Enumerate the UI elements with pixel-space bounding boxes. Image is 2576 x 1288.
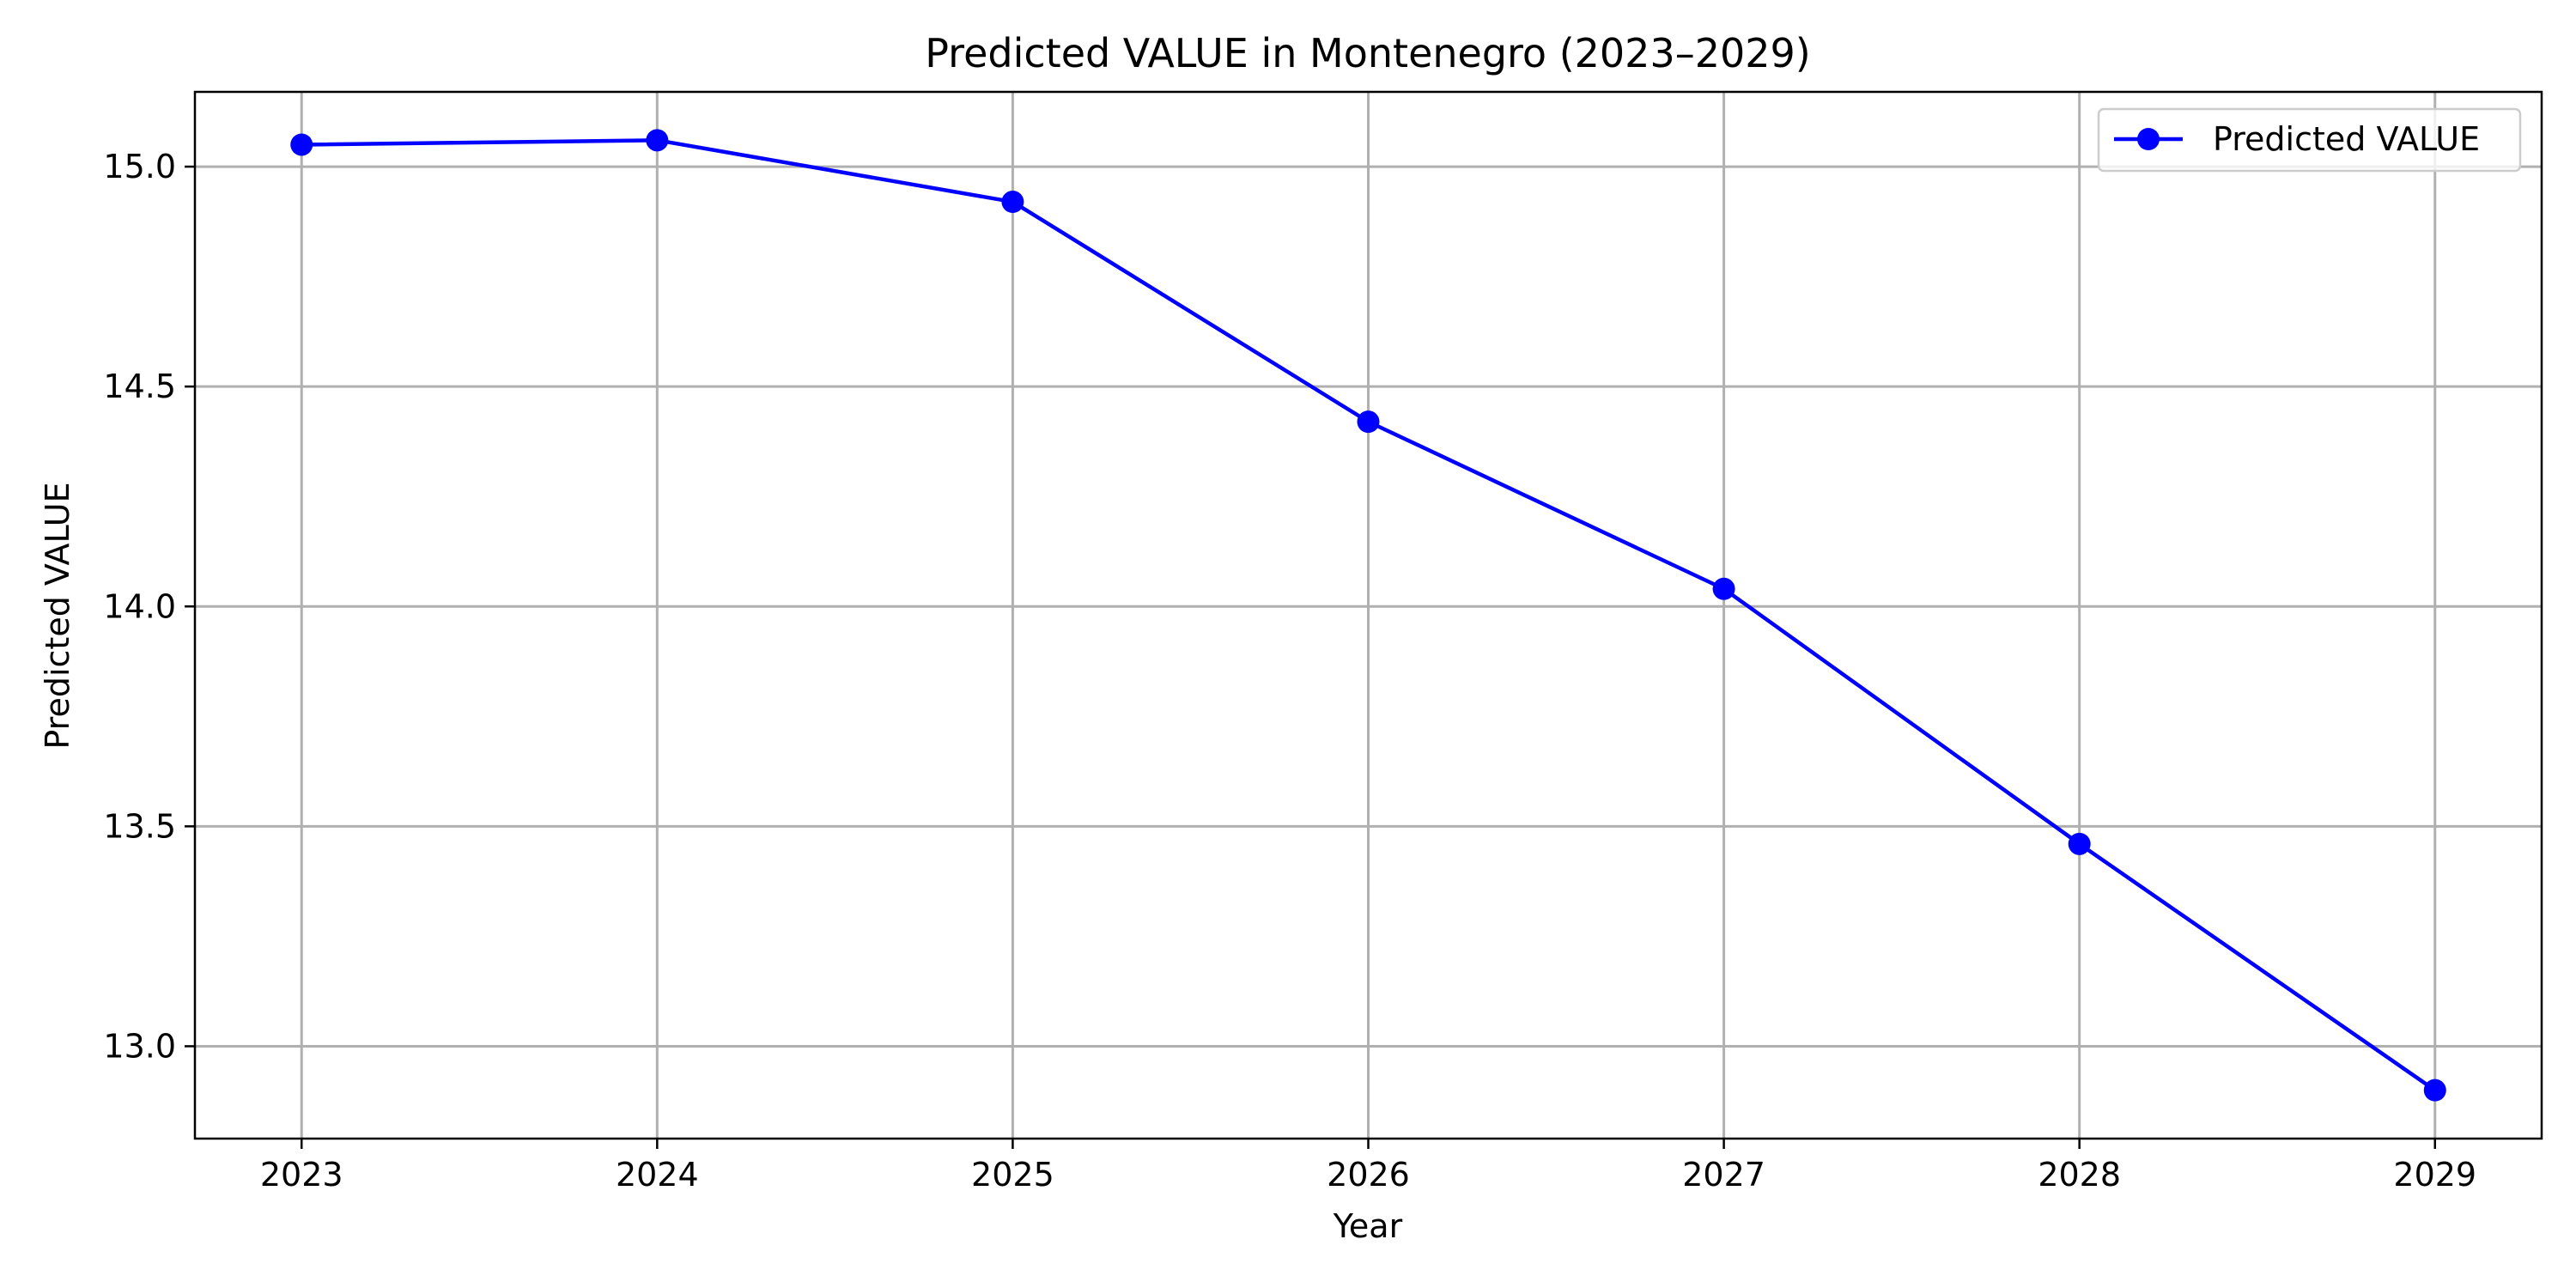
x-tick-label: 2028 [2038, 1156, 2121, 1194]
y-tick-label: 15.0 [103, 148, 176, 185]
y-axis-ticks: 13.0 13.5 14.0 14.5 15.0 [103, 148, 195, 1065]
legend-label: Predicted VALUE [2213, 120, 2480, 158]
x-axis-label: Year [1333, 1207, 1403, 1245]
chart-title: Predicted VALUE in Montenegro (2023–2029… [925, 30, 1810, 76]
data-point [646, 129, 669, 152]
legend: Predicted VALUE [2097, 107, 2522, 173]
x-tick-label: 2025 [971, 1156, 1054, 1194]
y-axis-label: Predicted VALUE [39, 482, 76, 749]
series-layer [290, 129, 2446, 1102]
data-point [1001, 191, 1024, 214]
data-point [2068, 832, 2091, 855]
data-point [1357, 410, 1380, 434]
x-tick-label: 2026 [1327, 1156, 1410, 1194]
y-tick-label: 13.0 [103, 1027, 176, 1065]
x-tick-label: 2029 [2393, 1156, 2476, 1194]
x-tick-label: 2027 [1682, 1156, 1765, 1194]
horizontal-gridlines [195, 165, 2542, 1048]
legend-box [2097, 107, 2522, 173]
y-tick-label: 14.5 [103, 368, 176, 405]
legend-marker-swatch [2137, 128, 2160, 150]
y-tick-label: 13.5 [103, 807, 176, 845]
x-tick-label: 2024 [616, 1156, 699, 1194]
x-tick-label: 2023 [260, 1156, 343, 1194]
y-tick-label: 14.0 [103, 587, 176, 625]
data-point [2423, 1078, 2446, 1102]
vertical-gridlines [300, 92, 2437, 1139]
data-point [290, 133, 313, 156]
x-axis-ticks: 2023 2024 2025 2026 2027 2028 2029 [260, 1139, 2476, 1194]
axes-frame [193, 90, 2543, 1140]
data-point [1712, 577, 1735, 600]
